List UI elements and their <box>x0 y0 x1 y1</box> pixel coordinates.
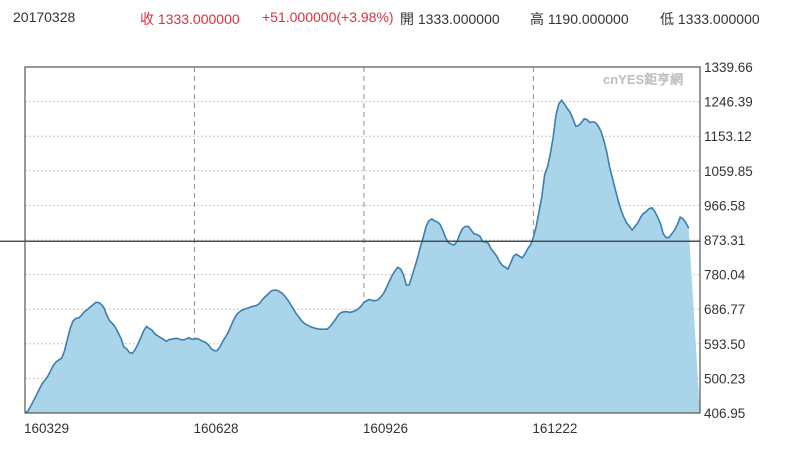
watermark-logo: cnYES鉅亨網 <box>603 72 683 87</box>
y-tick-label: 593.50 <box>704 337 745 352</box>
y-axis: 1339.66 1246.39 1153.12 1059.85 966.58 873.31… <box>704 60 753 421</box>
open-price: 開 1333.000000 <box>400 11 500 27</box>
x-axis: 160329 160628 160926 161222 <box>24 421 577 436</box>
y-tick-label: 686.77 <box>704 302 745 317</box>
quote-date: 20170328 <box>13 9 76 25</box>
y-tick-label: 1339.66 <box>704 60 753 75</box>
price-line <box>24 98 690 414</box>
close-price: 收 1333.000000 <box>140 11 240 27</box>
y-tick-label: 1246.39 <box>704 95 753 110</box>
y-tick-label: 406.95 <box>704 406 745 421</box>
y-tick-label: 1059.85 <box>704 164 753 179</box>
high-price: 高 1190.000000 <box>530 11 629 27</box>
x-tick-label: 160926 <box>363 421 408 436</box>
price-change: +51.000000(+3.98%) <box>262 9 394 25</box>
y-tick-label: 873.31 <box>704 233 745 248</box>
plot-border <box>24 66 701 414</box>
y-tick-label: 500.23 <box>704 371 745 386</box>
y-tick-label: 1153.12 <box>704 129 752 144</box>
low-price: 低 1333.000000 <box>660 11 760 27</box>
quote-header: 20170328 收 1333.000000 +51.000000(+3.98%… <box>0 0 800 34</box>
x-tick-label: 161222 <box>532 421 577 436</box>
x-tick-label: 160628 <box>193 421 238 436</box>
price-area <box>25 100 700 413</box>
y-tick-label: 966.58 <box>704 198 745 213</box>
x-tick-label: 160329 <box>24 421 69 436</box>
y-tick-label: 780.04 <box>704 268 746 283</box>
